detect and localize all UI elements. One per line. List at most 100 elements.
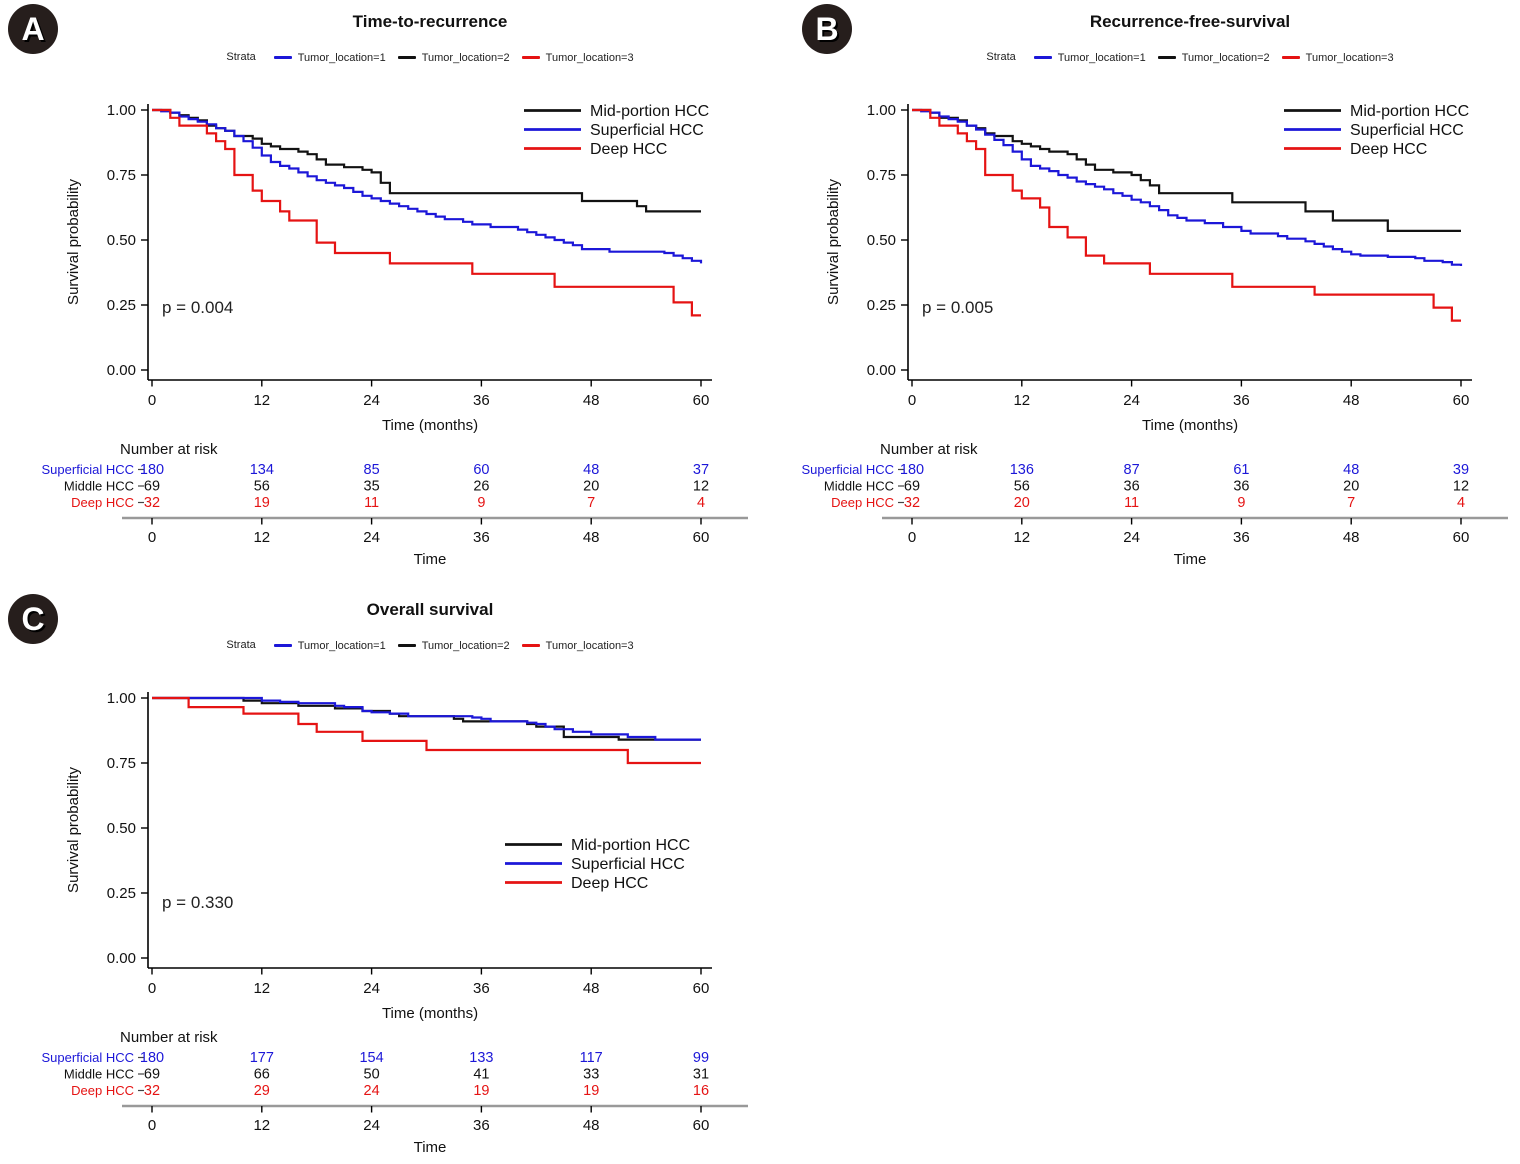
strata-legend-label: Strata: [226, 638, 256, 651]
risk-value: 41: [473, 1067, 489, 1083]
km-plot-b: 1.00 0.75 0.50 0.25 0.00 0 12 24 36 48 60 Time (mon…: [802, 102, 1508, 568]
risk-value: 11: [364, 495, 379, 511]
risk-value: 7: [1347, 495, 1355, 511]
strata-items: Tumor_location=1 Tumor_location=2 Tumor_lo…: [262, 50, 634, 64]
risk-value: 20: [583, 479, 599, 495]
strata-legend-label: Strata: [986, 50, 1016, 63]
y-tick-label: 0.25: [107, 885, 136, 902]
y-axis-title: Survival probability: [825, 179, 842, 305]
panel-b-badge: B: [802, 4, 852, 54]
x-tick-label: 60: [693, 392, 710, 409]
km-curve-deep-hcc: [152, 108, 701, 317]
risk-row-label-middle-hcc: Middle HCC: [64, 1067, 134, 1082]
legend-label-superficial-hcc: Superficial HCC: [1350, 122, 1464, 139]
risk-value: 37: [693, 462, 709, 478]
risk-axis-title: Time: [414, 1139, 447, 1156]
chart-title-b: Recurrence-free-survival: [1089, 12, 1291, 31]
strata-item-label: Tumor_location=3: [545, 639, 634, 652]
y-axis-title: Survival probability: [65, 767, 82, 893]
risk-axis-tick-label: 0: [148, 529, 156, 546]
risk-table-heading: Number at risk: [120, 1029, 218, 1046]
risk-value: 99: [693, 1050, 709, 1066]
p-value-label: p = 0.004: [162, 298, 233, 317]
risk-axis-tick-label: 48: [583, 529, 600, 546]
legend-label-deep-hcc: Deep HCC: [571, 875, 648, 892]
x-tick-label: 0: [148, 980, 156, 997]
x-tick-label: 12: [253, 980, 270, 997]
y-tick-label: 1.00: [867, 102, 896, 119]
risk-value: 180: [140, 462, 164, 478]
y-tick-label: 0.25: [867, 297, 896, 314]
strata-item: Tumor_location=3: [521, 639, 634, 652]
y-tick-label: 0.50: [107, 232, 136, 249]
risk-row-label-superficial-hcc: Superficial HCC: [802, 462, 894, 477]
strata-line-swatch-icon: [1033, 56, 1052, 59]
strata-line-swatch-icon: [397, 56, 416, 59]
risk-value: 7: [587, 495, 595, 511]
risk-row-label-superficial-hcc: Superficial HCC: [42, 1050, 134, 1065]
risk-axis-tick-label: 0: [148, 1117, 156, 1134]
risk-value: 26: [473, 479, 489, 495]
y-tick-label: 0.50: [867, 232, 896, 249]
x-axis-title: Time (months): [382, 417, 478, 434]
x-tick-label: 48: [583, 392, 600, 409]
x-axis-title: Time (months): [382, 1005, 478, 1022]
risk-table-heading: Number at risk: [120, 441, 218, 458]
risk-value: 39: [1453, 462, 1469, 478]
risk-value: 134: [250, 462, 274, 478]
strata-legend-label: Strata: [226, 50, 256, 63]
x-tick-label: 24: [363, 980, 380, 997]
risk-value: 24: [364, 1083, 380, 1099]
risk-value: 19: [473, 1083, 489, 1099]
y-tick-label: 0.25: [107, 297, 136, 314]
strata-item: Tumor_location=2: [397, 52, 510, 64]
risk-value: 11: [1124, 495, 1139, 511]
strata-legend-c: Strata Tumor_location=1 Tumor_location=2 T…: [110, 638, 750, 652]
p-value-label: p = 0.005: [922, 298, 993, 317]
strata-item: Tumor_location=3: [521, 52, 634, 64]
panel-b-badge-letter: B: [815, 10, 839, 47]
y-tick-label: 1.00: [107, 102, 136, 119]
strata-item: Tumor_location=1: [273, 52, 386, 64]
risk-value: 12: [1453, 479, 1469, 495]
x-tick-label: 60: [1453, 392, 1470, 409]
risk-axis-tick-label: 24: [1123, 529, 1140, 546]
km-curve-mid-portion-hcc: [152, 108, 701, 213]
x-tick-label: 60: [693, 980, 710, 997]
strata-line-swatch-icon: [1157, 56, 1176, 59]
panel-overall-survival: C Overall survival Strata Tumor_location…: [0, 588, 758, 1164]
legend-label-mid-portion-hcc: Mid-portion HCC: [1350, 103, 1469, 120]
strata-line-swatch-icon: [273, 56, 292, 59]
risk-table-heading: Number at risk: [880, 441, 978, 458]
risk-value: 177: [250, 1050, 274, 1066]
km-curve-deep-hcc: [912, 108, 1461, 322]
risk-axis-title: Time: [1174, 551, 1207, 568]
risk-value: 32: [144, 495, 160, 511]
risk-value: 69: [144, 1067, 160, 1083]
y-tick-label: 0.00: [107, 950, 136, 967]
x-tick-label: 36: [473, 980, 490, 997]
x-tick-label: 36: [473, 392, 490, 409]
x-tick-label: 24: [1123, 392, 1140, 409]
strata-line-swatch-icon: [1281, 56, 1300, 59]
risk-row-label-middle-hcc: Middle HCC: [824, 479, 894, 494]
risk-axis-tick-label: 48: [1343, 529, 1360, 546]
x-tick-label: 48: [1343, 392, 1360, 409]
risk-axis-tick-label: 36: [1233, 529, 1250, 546]
risk-axis-tick-label: 24: [363, 529, 380, 546]
risk-value: 33: [583, 1067, 599, 1083]
risk-value: 9: [1237, 495, 1245, 511]
panel-c-badge-letter: C: [21, 600, 45, 637]
risk-value: 66: [254, 1067, 270, 1083]
risk-value: 31: [693, 1067, 709, 1083]
risk-axis-tick-label: 60: [693, 529, 710, 546]
y-tick-label: 1.00: [107, 690, 136, 707]
risk-value: 19: [254, 495, 270, 511]
risk-value: 20: [1014, 495, 1030, 511]
risk-value: 48: [583, 462, 599, 478]
strata-items: Tumor_location=1 Tumor_location=2 Tumor_lo…: [1022, 50, 1394, 64]
risk-value: 56: [1014, 479, 1030, 495]
km-curve-superficial-hcc: [152, 696, 701, 741]
risk-axis-tick-label: 12: [253, 1117, 270, 1134]
y-tick-label: 0.75: [867, 167, 896, 184]
